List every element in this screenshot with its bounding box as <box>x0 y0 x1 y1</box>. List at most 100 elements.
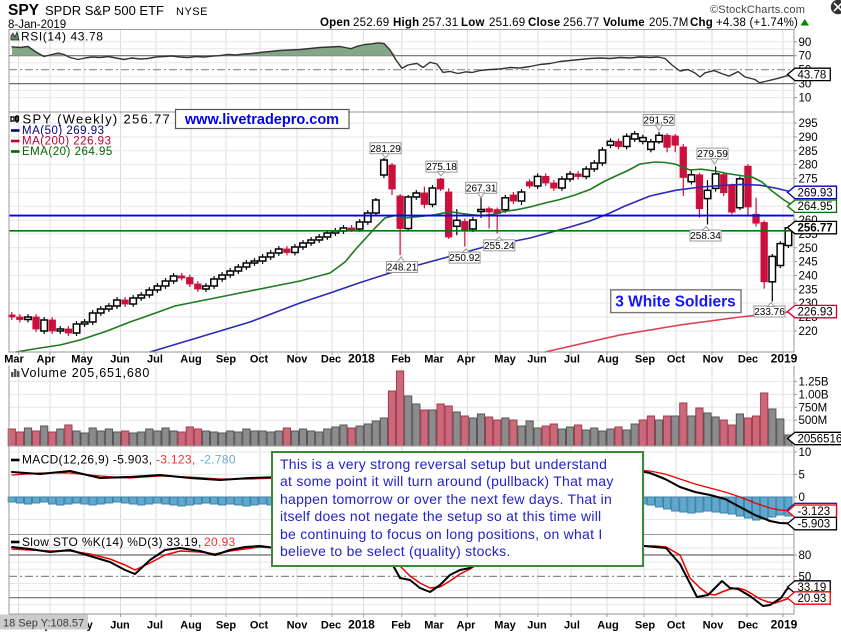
svg-text:205651680: 205651680 <box>798 434 841 446</box>
svg-text:Mar: Mar <box>424 620 444 632</box>
svg-text:258.34: 258.34 <box>690 231 721 242</box>
svg-text:Jun: Jun <box>527 354 547 366</box>
svg-text:Apr: Apr <box>457 620 477 632</box>
svg-text:Nov: Nov <box>287 354 309 366</box>
svg-text:291.52: 291.52 <box>643 116 674 127</box>
svg-text:MACD(12,26,9) -5.903,: MACD(12,26,9) -5.903, <box>22 453 152 467</box>
svg-text:-5.903: -5.903 <box>798 519 831 531</box>
svg-text:1.25B: 1.25B <box>799 376 829 388</box>
svg-text:8-Jan-2019: 8-Jan-2019 <box>8 19 66 31</box>
svg-text:MA(200) 226.93: MA(200) 226.93 <box>22 136 111 148</box>
svg-text:Jul: Jul <box>564 620 580 632</box>
svg-text:May: May <box>494 354 516 366</box>
svg-text:SPDR S&P 500 ETF: SPDR S&P 500 ETF <box>45 3 164 18</box>
svg-text:10: 10 <box>799 447 812 459</box>
svg-text:Aug: Aug <box>597 354 618 366</box>
svg-text:Dec: Dec <box>738 620 758 632</box>
svg-text:Volume: Volume <box>603 17 645 29</box>
svg-text:255.24: 255.24 <box>484 241 515 252</box>
svg-text:SPY: SPY <box>8 2 40 19</box>
svg-text:245: 245 <box>799 257 818 269</box>
svg-text:2019: 2019 <box>771 618 798 632</box>
svg-text:Aug: Aug <box>597 620 618 632</box>
svg-text:Nov: Nov <box>703 354 725 366</box>
svg-text:Feb: Feb <box>391 620 411 632</box>
svg-text:33.19: 33.19 <box>798 582 827 594</box>
svg-text:May: May <box>494 620 516 632</box>
svg-text:SPY (Weekly) 256.77: SPY (Weekly) 256.77 <box>23 112 172 127</box>
svg-text:275.18: 275.18 <box>426 162 457 173</box>
svg-text:Sep: Sep <box>216 354 236 366</box>
svg-text:267.31: 267.31 <box>466 183 497 194</box>
svg-text:281.29: 281.29 <box>370 144 401 155</box>
svg-text:Low: Low <box>461 17 485 29</box>
svg-text:©StockCharts.com: ©StockCharts.com <box>710 4 805 16</box>
svg-text:80: 80 <box>799 550 812 562</box>
svg-text:30: 30 <box>799 79 812 91</box>
svg-text:290: 290 <box>799 132 818 144</box>
svg-text:500M: 500M <box>799 415 828 427</box>
svg-text:256.77: 256.77 <box>563 17 599 29</box>
svg-text:2018: 2018 <box>348 618 375 632</box>
svg-text:43.78: 43.78 <box>798 69 827 81</box>
svg-text:RSI(14) 43.78: RSI(14) 43.78 <box>21 30 104 44</box>
svg-text:Apr: Apr <box>37 354 57 366</box>
svg-text:220: 220 <box>799 326 818 338</box>
svg-text:205.7M: 205.7M <box>649 17 689 29</box>
svg-text:+4.38 (+1.74%): +4.38 (+1.74%) <box>716 17 798 29</box>
svg-text:Jul: Jul <box>147 620 163 632</box>
svg-text:High: High <box>393 17 419 29</box>
svg-text:250.92: 250.92 <box>449 253 480 264</box>
svg-text:70: 70 <box>799 51 812 63</box>
svg-text:750M: 750M <box>799 402 828 414</box>
svg-text:235: 235 <box>799 284 818 296</box>
svg-text:2019: 2019 <box>771 352 798 366</box>
svg-text:251.69: 251.69 <box>489 17 525 29</box>
svg-text:Sep: Sep <box>216 620 236 632</box>
svg-text:20.93: 20.93 <box>204 535 236 549</box>
svg-text:280: 280 <box>799 160 818 172</box>
svg-text:Open: Open <box>320 17 350 29</box>
svg-text:Feb: Feb <box>391 354 411 366</box>
svg-text:www.livetradepro.com: www.livetradepro.com <box>184 112 339 128</box>
svg-text:Chg: Chg <box>690 17 713 29</box>
svg-text:285: 285 <box>799 146 818 158</box>
svg-text:10: 10 <box>799 93 812 105</box>
svg-text:Volume 205,651,680: Volume 205,651,680 <box>21 366 150 380</box>
svg-text:Oct: Oct <box>667 354 686 366</box>
svg-text:Mar: Mar <box>424 354 444 366</box>
svg-text:252.69: 252.69 <box>353 17 389 29</box>
svg-text:Nov: Nov <box>287 620 309 632</box>
svg-text:256.77: 256.77 <box>798 223 833 235</box>
svg-text:Jun: Jun <box>110 620 130 632</box>
svg-text:1.00B: 1.00B <box>799 389 829 401</box>
svg-text:233.76: 233.76 <box>754 307 785 318</box>
svg-text:Slow STO %K(14) %D(3) 33.19,: Slow STO %K(14) %D(3) 33.19, <box>22 535 202 549</box>
svg-text:240: 240 <box>799 270 818 282</box>
svg-text:Dec: Dec <box>321 354 341 366</box>
svg-text:Sep: Sep <box>635 620 655 632</box>
svg-text:Nov: Nov <box>703 620 725 632</box>
svg-text:Oct: Oct <box>250 354 269 366</box>
svg-text:2018: 2018 <box>348 352 375 366</box>
svg-text:0: 0 <box>799 492 805 504</box>
svg-text:Jun: Jun <box>110 354 130 366</box>
svg-text:18 Sep Y:108.57: 18 Sep Y:108.57 <box>3 618 84 630</box>
svg-text:NYSE: NYSE <box>176 6 208 18</box>
svg-text:Close: Close <box>528 17 560 29</box>
svg-text:269.93: 269.93 <box>798 187 833 199</box>
svg-text:20.93: 20.93 <box>798 593 827 605</box>
svg-text:226.93: 226.93 <box>798 307 833 319</box>
svg-text:MA(50) 269.93: MA(50) 269.93 <box>22 125 105 137</box>
svg-text:3 White Soldiers: 3 White Soldiers <box>615 294 736 311</box>
svg-text:295: 295 <box>799 118 818 130</box>
svg-text:-2.780: -2.780 <box>200 453 236 467</box>
svg-text:Sep: Sep <box>635 354 655 366</box>
svg-text:Mar: Mar <box>4 354 24 366</box>
svg-text:264.95: 264.95 <box>798 201 833 213</box>
svg-text:5: 5 <box>799 470 805 482</box>
svg-text:Apr: Apr <box>457 354 477 366</box>
svg-text:90: 90 <box>799 37 812 49</box>
svg-text:279.59: 279.59 <box>697 149 728 160</box>
svg-text:Dec: Dec <box>738 354 758 366</box>
